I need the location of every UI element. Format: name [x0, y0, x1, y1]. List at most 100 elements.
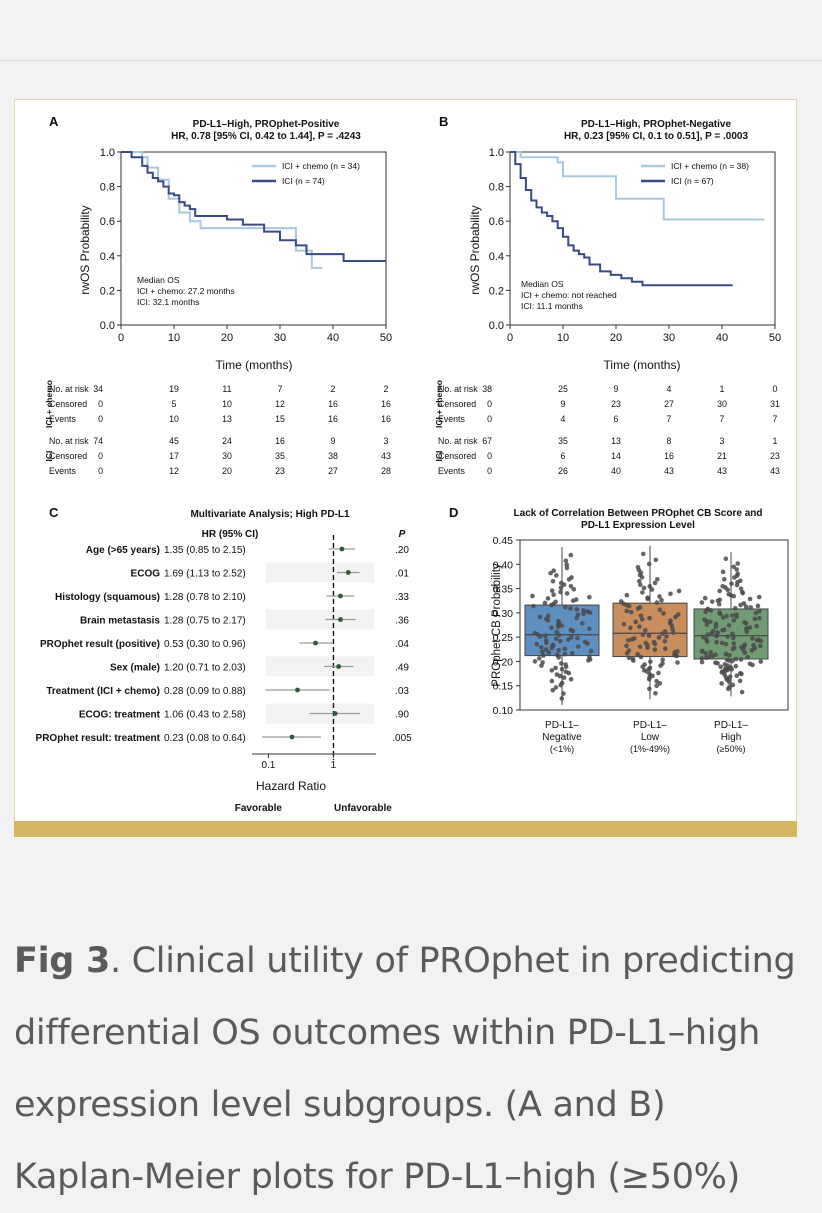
risk-group-ici: ICI: [44, 451, 54, 462]
panel-a-median: Median OS ICI + chemo: 27.2 months ICI: …: [137, 275, 235, 307]
risk-cell: 0: [487, 399, 492, 409]
risk-cell: 30: [717, 399, 727, 409]
swarm-point: [563, 669, 569, 675]
risk-cell: 19: [169, 384, 179, 394]
swarm-point: [538, 644, 544, 650]
risk-cell: 43: [770, 466, 780, 476]
risk-cell: 23: [770, 451, 780, 461]
forest-row-hr: 1.69 (1.13 to 2.52): [164, 569, 246, 580]
panel-d-letter: D: [449, 505, 458, 520]
swarm-point: [661, 611, 666, 616]
forest-row-hr: 1.28 (0.78 to 2.10): [164, 592, 246, 603]
forest-row-p: .01: [395, 569, 409, 580]
swarm-point: [641, 551, 646, 557]
risk-cell: 43: [381, 451, 391, 461]
x-tick-label: 50: [769, 332, 781, 344]
risk-cell: 8: [667, 436, 672, 446]
swarm-point: [564, 591, 570, 596]
figure-3: A PD-L1–High, PROphet-Positive HR, 0.78 …: [36, 114, 789, 814]
swarm-point: [562, 651, 568, 657]
forest-row-p: .36: [395, 616, 409, 627]
swarm-point: [542, 600, 548, 606]
swarm-point: [656, 670, 661, 676]
swarm-point: [637, 624, 642, 629]
risk-cell: 38: [482, 384, 492, 394]
caption-text: . Clinical utility of PROphet in predict…: [14, 941, 796, 1197]
y-tick-label: 0.8: [489, 182, 504, 194]
swarm-point: [639, 617, 645, 622]
forest-point: [295, 687, 300, 693]
swarm-point: [709, 599, 715, 604]
swarm-point: [559, 666, 565, 672]
panel-a-title: PD-L1–High, PROphet-Positive: [193, 119, 340, 130]
risk-cell: 28: [381, 466, 391, 476]
swarm-point: [699, 600, 705, 605]
risk-cell: 5: [172, 399, 177, 409]
swarm-point: [637, 644, 643, 650]
swarm-point: [720, 569, 726, 575]
risk-row-label: No. at risk: [49, 436, 89, 446]
swarm-point: [574, 607, 580, 612]
y-tick-label: 0.35: [493, 584, 514, 596]
risk-cell: 13: [611, 436, 621, 446]
forest-point: [289, 734, 295, 740]
swarm-point: [570, 651, 575, 656]
swarm-point: [551, 568, 557, 573]
risk-row-label: No. at risk: [438, 384, 478, 394]
swarm-point: [562, 646, 568, 652]
swarm-point: [724, 613, 729, 619]
swarm-point: [648, 659, 653, 664]
panel-c-hr-header: HR (95% CI): [202, 529, 259, 540]
swarm-point: [723, 556, 729, 562]
swarm-point: [563, 558, 569, 564]
risk-cell: 23: [611, 399, 621, 409]
swarm-point: [559, 696, 565, 701]
swarm-point: [699, 656, 705, 661]
risk-cell: 7: [773, 414, 778, 424]
swarm-point: [647, 615, 652, 621]
swarm-point: [621, 621, 627, 627]
swarm-point: [587, 654, 592, 659]
swarm-point: [545, 596, 551, 601]
plot-frame: [509, 151, 776, 326]
risk-cell: 20: [222, 466, 232, 476]
forest-row-label: Treatment (ICI + chemo): [46, 686, 160, 697]
risk-cell: 0: [487, 451, 492, 461]
swarm-point: [554, 672, 560, 677]
swarm-point: [719, 640, 725, 646]
risk-cell: 35: [275, 451, 285, 461]
swarm-point: [731, 564, 737, 570]
panel-c-forest: Age (>65 years) 1.35 (0.85 to 2.15) .20 ECO…: [36, 535, 412, 771]
y-tick-label: 0.4: [489, 251, 504, 263]
x-tick-label: 20: [610, 332, 622, 344]
row-band: [266, 609, 374, 630]
swarm-point: [532, 659, 538, 664]
y-tick-label: 1.0: [100, 147, 115, 159]
risk-cell: 16: [328, 414, 338, 424]
km-curve-ici-chemo: [121, 151, 323, 269]
panel-b-xlabel: Time (months): [604, 358, 681, 372]
swarm-point: [626, 648, 632, 653]
swarm-point: [655, 576, 660, 582]
swarm-point: [554, 573, 559, 578]
caption-fig-label: Fig 3: [14, 941, 110, 981]
risk-cell: 7: [278, 384, 283, 394]
y-tick-label: 0.45: [493, 535, 514, 547]
forest-row-p: .005: [392, 733, 412, 744]
swarm-point: [715, 630, 721, 635]
swarm-point: [738, 670, 743, 676]
panel-d-ylabel: PROphet CB Probability: [491, 563, 503, 687]
swarm-point: [720, 583, 725, 589]
x-tick-label: 0: [507, 332, 513, 344]
forest-row-hr: 1.28 (0.75 to 2.17): [164, 616, 246, 627]
panel-d: D Lack of Correlation Between PROphet CB…: [449, 505, 789, 754]
risk-cell: 7: [667, 414, 672, 424]
panel-d-group-labels: PD-L1–Negative(<1%)PD-L1–Low(1%-49%)PD-L…: [542, 720, 748, 754]
swarm-point: [723, 651, 729, 657]
risk-cell: 45: [169, 436, 179, 446]
forest-row-hr: 0.53 (0.30 to 0.96): [164, 639, 246, 650]
swarm-point: [705, 606, 711, 612]
swarm-point: [722, 627, 727, 632]
swarm-point: [568, 606, 573, 611]
group-label: Negative: [542, 732, 582, 743]
